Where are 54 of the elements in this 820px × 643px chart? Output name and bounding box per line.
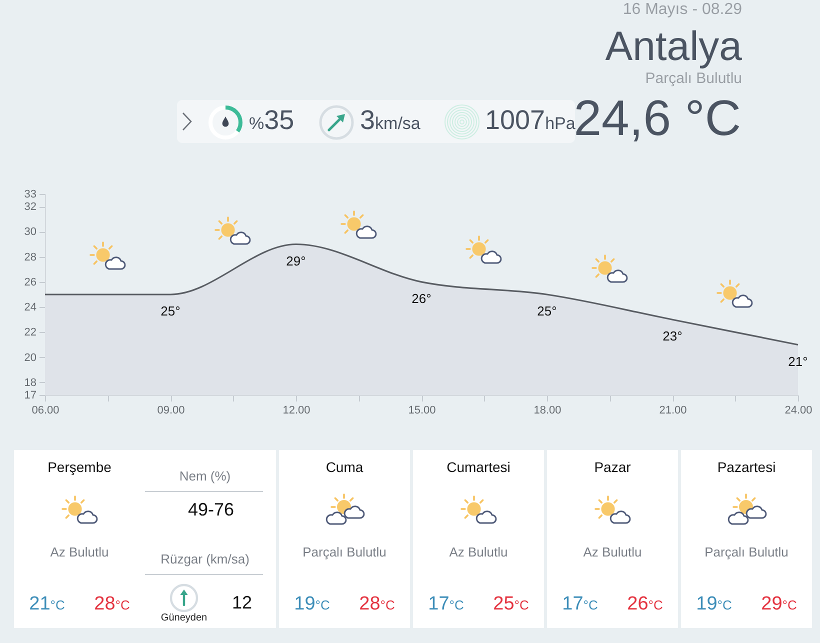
text: 49-76: [188, 500, 234, 520]
y-tick-label: 26: [24, 276, 36, 288]
x-tick-label: 24.00: [784, 404, 812, 416]
text: Az Bulutlu: [50, 544, 109, 560]
x-tick-label: 06.00: [32, 404, 60, 416]
y-tick-label: 28: [24, 251, 36, 264]
text: Pazar: [594, 458, 631, 476]
y-tick-label: 18: [24, 376, 36, 389]
y-tick-label: 24: [24, 302, 36, 314]
text: 26°C: [627, 594, 663, 614]
text: Cumartesi: [446, 458, 510, 476]
text: 21°C: [29, 594, 65, 614]
text: 25°C: [493, 594, 529, 614]
x-tick-label: 15.00: [408, 404, 436, 416]
text: 19°C: [696, 594, 732, 614]
data-label: 29°: [286, 253, 306, 268]
data-label: 23°: [662, 328, 682, 344]
x-tick-label: 18.00: [534, 404, 562, 416]
text: 28°C: [94, 594, 130, 614]
text: Cuma: [326, 458, 364, 476]
text: %35: [249, 105, 294, 135]
data-label: 25°: [537, 304, 557, 318]
x-tick-label: 21.00: [659, 404, 687, 416]
text: 16 Mayıs - 08.29: [622, 1, 742, 20]
text: 17°C: [428, 594, 464, 614]
text: 12: [232, 592, 252, 614]
data-label: 25°: [160, 304, 180, 318]
text: Parçalı Bulutlu: [645, 70, 742, 88]
text: Antalya: [605, 23, 742, 70]
y-tick-label: 33: [24, 188, 36, 200]
y-tick-label: 32: [24, 201, 36, 214]
y-tick-label: 20: [24, 352, 36, 364]
text: Nem (%): [179, 468, 231, 484]
text: Az Bulutlu: [449, 544, 508, 560]
text: 19°C: [294, 594, 330, 614]
data-label: 21°: [788, 354, 808, 369]
text: Az Bulutlu: [583, 544, 642, 560]
x-tick-label: 12.00: [282, 404, 310, 416]
y-tick-label: 22: [24, 326, 36, 339]
data-label: 26°: [412, 290, 432, 306]
text: Rüzgar (km/sa): [160, 552, 250, 568]
x-tick-label: 09.00: [157, 404, 185, 416]
y-tick-label: 17: [24, 390, 36, 402]
text: Parçalı Bulutlu: [302, 544, 386, 560]
text: Pazartesi: [717, 458, 776, 476]
text: 28°C: [359, 594, 395, 614]
y-tick-label: 30: [24, 226, 36, 238]
text: Perşembe: [48, 458, 112, 476]
text: Parçalı Bulutlu: [704, 544, 788, 560]
text: Güneyden: [160, 612, 208, 624]
text: 17°C: [562, 594, 598, 614]
text: 1007hPa: [485, 105, 576, 135]
text: 29°C: [761, 594, 797, 614]
text: 3km/sa: [360, 105, 420, 135]
